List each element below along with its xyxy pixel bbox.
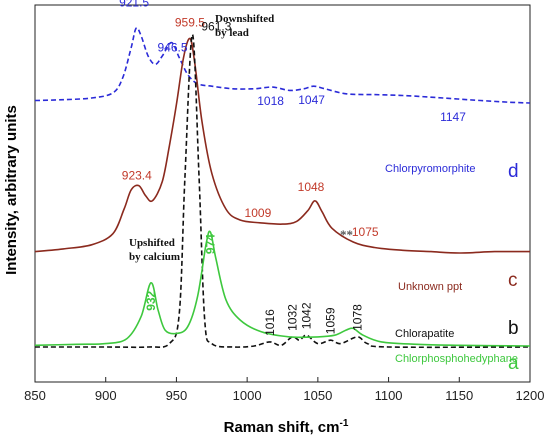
x-tick-label-1150: 1150 bbox=[445, 388, 473, 403]
series-line-chlorphosphohedyphane bbox=[34, 230, 531, 347]
annotation-downshifted: Downshifted by lead bbox=[215, 13, 274, 39]
peak-label-1059: 1059 bbox=[324, 307, 338, 334]
peak-label-1147: 1147 bbox=[440, 110, 466, 124]
annotation-upshifted-line2: by calcium bbox=[129, 251, 180, 263]
series-letter-b: b bbox=[508, 318, 519, 339]
peak-label-1009: 1009 bbox=[245, 206, 272, 220]
peak-label-923-4: 923.4 bbox=[122, 169, 152, 183]
plot-border bbox=[34, 4, 531, 383]
x-tick-label-1100: 1100 bbox=[375, 388, 403, 403]
peak-label-1016: 1016 bbox=[263, 309, 277, 336]
x-tick-label-900: 900 bbox=[95, 388, 117, 403]
x-axis-title-text: Raman shift, cm bbox=[224, 419, 340, 436]
series-layer bbox=[34, 27, 531, 349]
series-name-chlorapatite: Chlorapatite bbox=[395, 328, 454, 340]
peak-label-1048: 1048 bbox=[298, 180, 325, 194]
peak-label-1047: 1047 bbox=[298, 93, 325, 107]
peak-label-1075: 1075 bbox=[352, 225, 379, 239]
peak-label-932: 932 bbox=[144, 290, 158, 310]
series-name-chlorphosphohedyphane: Chlorphosphohedyphane bbox=[395, 353, 518, 365]
peak-label-1032: 1032 bbox=[285, 304, 299, 331]
series-letter-a: a bbox=[508, 353, 519, 374]
series-name-chlorpyromorphite: Chlorpyromorphite bbox=[385, 163, 475, 175]
peak-label-946-5: 946.5 bbox=[157, 41, 187, 55]
series-line-chlorapatite bbox=[34, 33, 531, 349]
series-line-unknown-ppt bbox=[34, 37, 531, 254]
peak-label-1018: 1018 bbox=[257, 94, 284, 108]
annotation-double-asterisk: ** bbox=[340, 227, 353, 242]
peak-label-961-3: 961.3 bbox=[201, 19, 231, 33]
peak-label-974: 974 bbox=[203, 234, 217, 254]
x-tick-label-850: 850 bbox=[24, 388, 46, 403]
series-letter-c: c bbox=[508, 270, 518, 291]
annotation-downshifted-line1: Downshifted bbox=[215, 13, 274, 25]
x-axis-title: Raman shift, cm-1 bbox=[224, 418, 349, 436]
plot-frame bbox=[34, 4, 531, 383]
peak-label-1042: 1042 bbox=[300, 302, 314, 329]
x-axis-ticks: 850 900 950 1000 1050 1100 1150 1200 bbox=[24, 377, 544, 403]
series-names: Chlorpyromorphite d Unknown ppt c Chlorapati… bbox=[385, 161, 519, 374]
x-tick-label-1000: 1000 bbox=[233, 388, 262, 403]
annotation-upshifted: Upshifted by calcium bbox=[129, 237, 180, 263]
annotation-downshifted-line2: by lead bbox=[215, 27, 249, 39]
x-axis-title-superscript: -1 bbox=[339, 418, 348, 429]
series-line-chlorpyromorphite bbox=[34, 27, 531, 104]
peak-label-1078: 1078 bbox=[351, 304, 365, 331]
y-axis-title: Intensity, arbitrary units bbox=[3, 105, 20, 275]
annotation-upshifted-line1: Upshifted bbox=[129, 237, 175, 249]
series-name-unknown-ppt: Unknown ppt bbox=[398, 281, 462, 293]
x-tick-label-1200: 1200 bbox=[516, 388, 545, 403]
x-tick-label-1050: 1050 bbox=[303, 388, 332, 403]
peak-label-921-5: 921.5 bbox=[119, 0, 149, 9]
x-tick-label-950: 950 bbox=[166, 388, 188, 403]
series-letter-d: d bbox=[508, 161, 519, 182]
peak-label-959-5: 959.5 bbox=[175, 16, 205, 30]
